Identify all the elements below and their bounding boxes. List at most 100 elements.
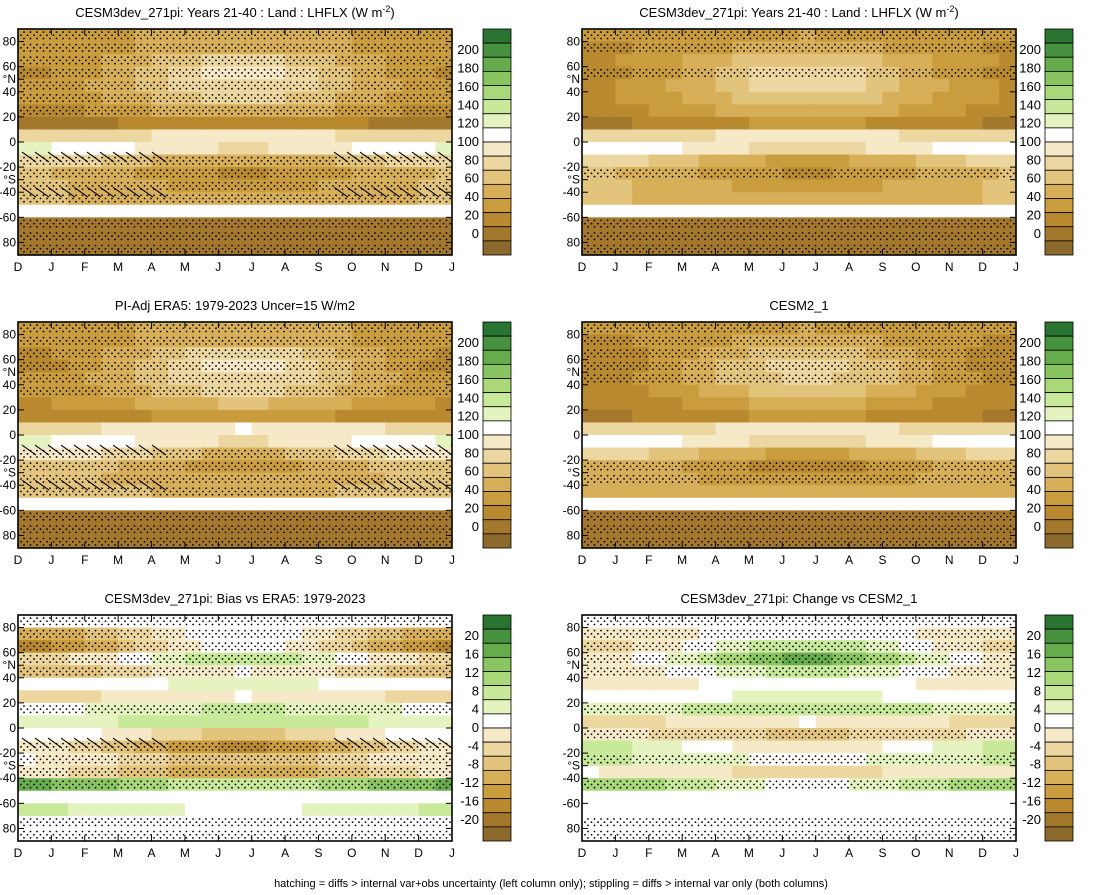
heatmap-cell xyxy=(118,66,136,80)
heatmap-cell xyxy=(665,347,683,361)
heatmap-cell xyxy=(251,422,269,436)
heatmap-cell xyxy=(932,217,950,231)
colorbar-box xyxy=(482,99,512,115)
heatmap-cell xyxy=(698,790,717,804)
colorbar-label: 20 xyxy=(1027,207,1041,222)
colorbar-label: 140 xyxy=(457,390,479,405)
y-tick-label: -40 xyxy=(563,185,581,199)
heatmap-cell xyxy=(715,104,733,118)
x-tick-label: J xyxy=(1013,846,1019,860)
x-tick-label: J xyxy=(1013,260,1019,274)
heatmap-cell xyxy=(632,322,650,336)
heatmap-cell xyxy=(582,715,600,729)
heatmap-cell xyxy=(301,116,320,131)
heatmap-cell xyxy=(849,54,867,68)
heatmap-cell xyxy=(682,91,700,105)
heatmap-cell xyxy=(385,192,403,206)
heatmap-cell xyxy=(335,677,353,691)
x-tick-label: O xyxy=(911,553,920,567)
heatmap-cell xyxy=(251,435,269,449)
heatmap-cell xyxy=(782,29,800,43)
heatmap-cell xyxy=(882,397,900,411)
heatmap-cell xyxy=(982,765,1000,779)
heatmap-cell xyxy=(915,409,934,424)
heatmap-cell xyxy=(385,66,403,80)
heatmap-cell xyxy=(318,409,336,424)
heatmap-cell xyxy=(118,242,136,255)
heatmap-cell xyxy=(732,154,750,168)
heatmap-cell xyxy=(201,715,219,729)
colorbar-label: 40 xyxy=(465,482,479,497)
heatmap-cell xyxy=(418,347,436,361)
heatmap-cell xyxy=(335,447,353,461)
heatmap-cell xyxy=(698,142,717,156)
heatmap-cell xyxy=(385,79,403,93)
heatmap-cell xyxy=(932,715,950,729)
heatmap-cell xyxy=(218,41,236,55)
heatmap-cell xyxy=(899,778,917,792)
heatmap-cell xyxy=(748,435,767,449)
heatmap-cell xyxy=(965,677,984,691)
heatmap-cell xyxy=(748,229,767,244)
heatmap-cell xyxy=(101,29,119,43)
heatmap-cell xyxy=(34,54,52,68)
heatmap-cell xyxy=(598,790,616,804)
x-tick-label: J xyxy=(813,846,819,860)
colorbar-box xyxy=(1044,335,1074,351)
heatmap-cell xyxy=(648,192,667,206)
heatmap-cell xyxy=(268,384,286,398)
heatmap-cell xyxy=(301,435,320,449)
heatmap-cell xyxy=(101,460,119,474)
heatmap-cell xyxy=(301,753,320,767)
heatmap-cell xyxy=(401,129,420,143)
heatmap-cell xyxy=(932,615,950,629)
heatmap-cell xyxy=(832,347,850,361)
heatmap-cell xyxy=(915,690,934,704)
x-tick-label: M xyxy=(113,260,123,274)
y-tick-label: -40 xyxy=(0,478,16,492)
heatmap-cell xyxy=(832,116,850,131)
heatmap-cell xyxy=(351,422,370,436)
heatmap-cell xyxy=(251,497,269,511)
heatmap-cell xyxy=(268,91,286,105)
heatmap-cell xyxy=(915,472,934,486)
heatmap-cell xyxy=(648,422,667,436)
heatmap-cell xyxy=(899,204,917,218)
heatmap-cell xyxy=(982,29,1000,43)
heatmap-cell xyxy=(218,753,236,767)
y-tick-label: 40 xyxy=(567,671,581,685)
colorbar-box xyxy=(1044,462,1074,478)
heatmap-cell xyxy=(932,677,950,691)
heatmap-cell xyxy=(335,334,353,348)
heatmap-cell xyxy=(815,179,833,193)
heatmap-cell xyxy=(682,485,700,499)
heatmap-cell xyxy=(598,334,616,348)
heatmap-cell xyxy=(765,154,783,168)
x-tick-label: J xyxy=(249,553,255,567)
colorbar-label: 16 xyxy=(1027,647,1041,662)
heatmap-cell xyxy=(865,41,884,55)
colorbar-label: -4 xyxy=(1029,738,1041,753)
heatmap-cell xyxy=(118,615,136,629)
heatmap-cell xyxy=(301,217,320,231)
heatmap-cell xyxy=(335,91,353,105)
heatmap-cell xyxy=(799,665,817,679)
heatmap-cell xyxy=(949,627,967,641)
x-tick-label: N xyxy=(945,846,954,860)
heatmap-cell xyxy=(418,652,436,666)
heatmap-cell xyxy=(101,66,119,80)
heatmap-cell xyxy=(999,204,1016,218)
heatmap-cell xyxy=(698,116,717,131)
heatmap-cell xyxy=(268,116,286,131)
heatmap-cell xyxy=(235,167,253,181)
heatmap-cell xyxy=(268,397,286,411)
heatmap-cell xyxy=(151,142,169,156)
heatmap-cell xyxy=(748,104,767,118)
heatmap-cell xyxy=(118,322,136,336)
heatmap-cell xyxy=(118,665,136,679)
heatmap-cell xyxy=(982,129,1000,143)
heatmap-cell xyxy=(351,116,370,131)
heatmap-cell xyxy=(368,615,386,629)
heatmap-cell xyxy=(268,665,286,679)
heatmap-cell xyxy=(351,778,370,792)
